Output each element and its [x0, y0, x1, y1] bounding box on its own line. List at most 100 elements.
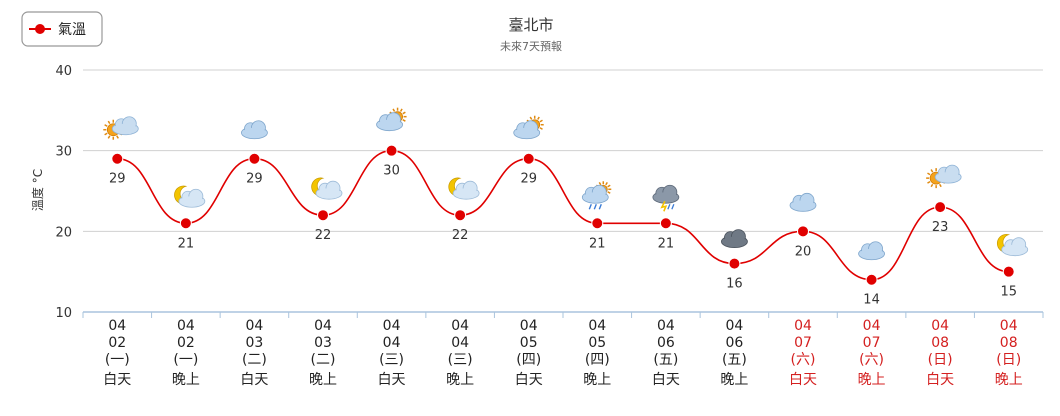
data-point[interactable]	[111, 152, 124, 165]
cloud-shape	[652, 184, 680, 204]
cloud-shape	[789, 192, 817, 212]
data-label: 29	[246, 172, 263, 187]
data-label: 20	[795, 244, 812, 259]
x-cat-month: 04	[383, 318, 401, 334]
x-cat-month: 04	[520, 318, 538, 334]
moon-cloud-icon	[311, 177, 343, 200]
data-label: 22	[315, 228, 332, 243]
x-cat-period: 白天	[789, 372, 817, 388]
cloud-sun-icon	[513, 115, 544, 140]
data-point[interactable]	[591, 217, 604, 230]
x-cat-weekday: (一)	[173, 352, 198, 368]
x-cat-month: 04	[177, 318, 195, 334]
data-point[interactable]	[728, 257, 741, 270]
x-cat-weekday: (五)	[722, 352, 747, 368]
cloud-shape	[315, 180, 343, 200]
x-cat-month: 04	[794, 318, 812, 334]
x-cat-month: 04	[108, 318, 126, 334]
x-cat-weekday: (三)	[379, 352, 404, 368]
x-cat-day: 05	[520, 335, 538, 351]
data-point[interactable]	[934, 201, 947, 214]
y-tick-label: 30	[55, 145, 72, 160]
dark-cloud-icon	[721, 229, 748, 249]
x-cat-period: 白天	[378, 372, 406, 388]
cloud-shape	[1001, 237, 1029, 257]
data-point[interactable]	[522, 152, 535, 165]
data-label: 16	[726, 277, 743, 292]
legend[interactable]: 氣溫	[21, 11, 103, 47]
data-labels: 29 21 29 22 30 22 29 21 21 16 20 14 23 15	[109, 164, 1017, 308]
data-label: 15	[1000, 285, 1017, 300]
rain-drop	[667, 204, 671, 210]
x-cat-period: 白天	[240, 372, 268, 388]
x-cat-period: 白天	[103, 372, 131, 388]
rain-drop	[671, 204, 675, 210]
x-cat-weekday: (四)	[516, 352, 541, 368]
x-cat-day: 07	[794, 335, 812, 351]
x-axis: 0402(一)白天0402(一)晚上0403(二)白天0403(二)晚上0404…	[82, 311, 1044, 388]
rain-cloud-icon	[581, 181, 612, 210]
data-point[interactable]	[865, 273, 878, 286]
x-cat-day: 02	[108, 335, 126, 351]
data-point[interactable]	[797, 225, 809, 238]
x-cat-period: 晚上	[446, 372, 474, 388]
series-temperature[interactable]	[111, 144, 1015, 286]
data-label: 29	[520, 172, 537, 187]
y-tick-label: 40	[55, 64, 72, 79]
rain-drop	[593, 204, 597, 210]
x-cat-day: 03	[314, 335, 332, 351]
data-label: 23	[932, 220, 949, 235]
x-cat-weekday: (二)	[242, 352, 267, 368]
data-point[interactable]	[317, 209, 329, 222]
data-point[interactable]	[659, 217, 672, 230]
sun-cloud-icon	[926, 164, 962, 189]
data-label: 21	[658, 236, 675, 251]
data-label: 22	[452, 228, 469, 243]
x-cat-weekday: (二)	[311, 352, 336, 368]
cloud-shape	[858, 241, 885, 261]
legend-marker-swatch	[35, 24, 45, 34]
data-point[interactable]	[385, 144, 398, 157]
moon-cloud-icon	[996, 233, 1029, 257]
x-cat-day: 04	[451, 335, 469, 351]
data-point[interactable]	[1002, 265, 1015, 278]
weather-icons	[103, 107, 1029, 261]
cloud-shape	[241, 120, 268, 140]
cloud-shape	[513, 120, 541, 140]
x-cat-weekday: (六)	[859, 352, 884, 368]
data-point[interactable]	[454, 209, 467, 222]
data-point[interactable]	[179, 217, 192, 230]
legend-box	[21, 11, 103, 47]
x-cat-day: 04	[383, 335, 401, 351]
cloud-icon	[858, 241, 885, 261]
cloud-shape	[111, 116, 139, 136]
x-cat-period: 晚上	[172, 372, 200, 388]
x-cat-day: 06	[657, 335, 675, 351]
cloud-shape	[934, 164, 962, 184]
y-axis-ticks: 10 20 30 40	[55, 64, 72, 321]
x-cat-month: 04	[931, 318, 949, 334]
data-point[interactable]	[248, 152, 261, 165]
data-label: 14	[863, 293, 880, 308]
cloud-sun-icon	[376, 107, 407, 132]
y-axis-label: 溫度 °C	[30, 169, 45, 211]
rain-drop	[588, 204, 592, 210]
sun-cloud-icon	[103, 116, 139, 140]
thunder-cloud-icon	[652, 184, 680, 212]
cloud-shape	[581, 184, 609, 204]
x-cat-month: 04	[1000, 318, 1018, 334]
rain-drop	[598, 204, 602, 210]
x-cat-day: 07	[863, 335, 881, 351]
